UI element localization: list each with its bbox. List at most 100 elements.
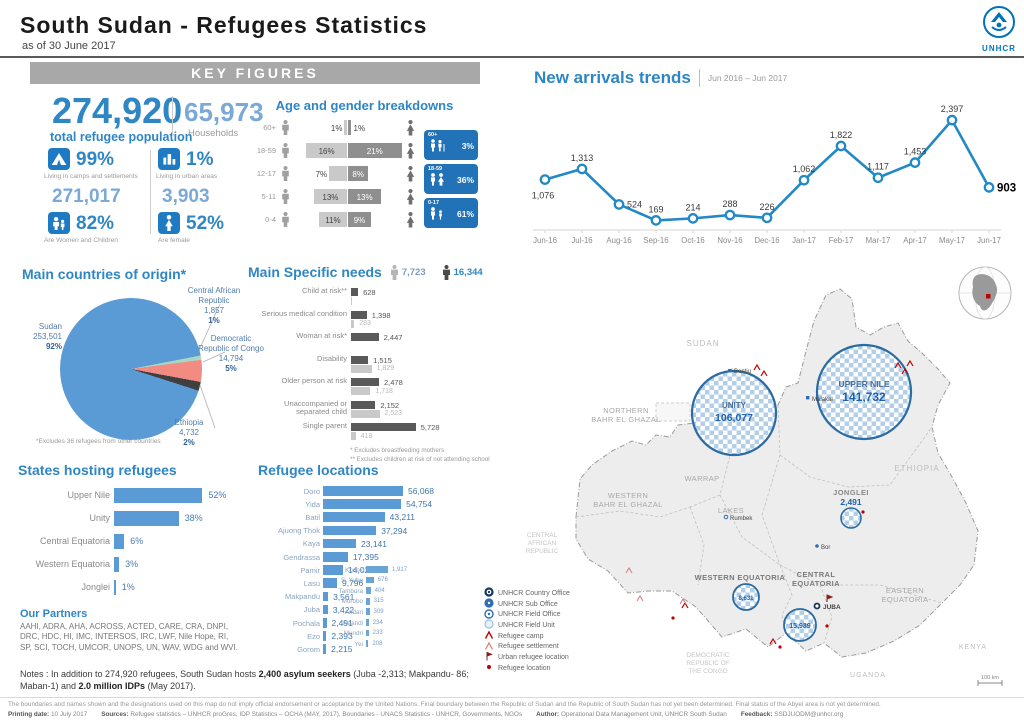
x-tick-label: Nov-16 <box>717 236 742 245</box>
point-label: 169 <box>648 204 663 214</box>
legend-label: Urban refugee location <box>498 653 569 661</box>
needs-footnotes: * Excludes breastfeeding mothers ** Excl… <box>350 446 490 465</box>
small-location-label: Mundri <box>343 630 363 638</box>
town-rumbek: Rumbek <box>723 514 753 522</box>
bubble-western-equatoria: 8,631 <box>732 583 760 611</box>
location-bar <box>323 499 402 509</box>
header-divider <box>0 56 1024 58</box>
map-legend: UNHCR Country Office UNHCR Sub Office UNHC… <box>484 587 624 674</box>
small-location-bar <box>366 619 369 626</box>
age-label: 60+ <box>263 123 276 132</box>
x-tick-label: May-17 <box>939 236 965 245</box>
label-central-equatoria: CENTRAL EQUATORIA <box>792 570 840 588</box>
legend-label: Refugee settlement <box>498 643 559 651</box>
data-point <box>724 209 736 221</box>
new-arrivals-line-chart: 1,076 Jun-16 1,313 Jul-16 524 Aug-16 169 Sep-16… <box>532 104 1016 245</box>
bubble-central-equatoria: 15,989 <box>783 608 817 642</box>
male-icon <box>281 120 290 141</box>
location-label: Gendrassa <box>283 552 320 562</box>
point-label: 288 <box>722 199 737 209</box>
bubble-upper-nile-name: UPPER NILE <box>838 379 889 389</box>
female-bar <box>348 143 402 158</box>
needs-bar-dark <box>351 310 367 319</box>
refugee-location-markers <box>671 510 865 649</box>
bubble-upper-nile: UPPER NILE 141,732 <box>815 343 913 441</box>
small-location-bar <box>366 576 374 584</box>
legend-label: UNHCR Field Office <box>498 611 561 619</box>
countries-pie-chart <box>60 298 202 440</box>
slice-pct: 2% <box>183 438 195 447</box>
label-kenya: KENYA <box>959 644 987 651</box>
slice-pct: 92% <box>45 342 62 351</box>
households-label: Households <box>188 128 239 139</box>
legend-item: Refugee location <box>484 663 624 674</box>
label-warrap: WARRAP <box>684 474 719 483</box>
location-value: 2,393 <box>331 631 353 642</box>
label-western-bahr-el-ghazal: WESTERN BAHR EL GHAZAL <box>593 491 662 509</box>
svg-text:EASTERN: EASTERN <box>886 586 924 595</box>
state-borders <box>575 404 943 644</box>
age-summary-box: 18-59 36% <box>424 164 478 194</box>
pie-label-ethiopia: Ethiopia 4,732 2% <box>158 418 220 448</box>
state-value: 3% <box>125 559 139 569</box>
settlement-icon <box>484 638 494 656</box>
data-point <box>872 172 884 184</box>
age-summary-box: 0-17 61% <box>424 198 478 228</box>
male-bar-label: 11% <box>325 216 341 225</box>
svg-text:AFRICAN: AFRICAN <box>528 540 557 547</box>
female-label: Are female <box>158 237 190 244</box>
needs-label: Older person at risk <box>281 376 347 385</box>
small-location-value: 234 <box>372 619 383 626</box>
sources: Sources: Refugee statistics – UNHCR proG… <box>101 711 523 718</box>
location-bar <box>323 644 327 654</box>
state-bar <box>114 534 125 549</box>
small-location-label: Naandi <box>343 619 363 627</box>
svg-text:CENTRAL: CENTRAL <box>527 532 558 539</box>
location-bar <box>323 552 348 562</box>
specific-needs-chart: Child at risk** 628 Serious medical condit… <box>250 286 480 446</box>
pie-label-sudan: Sudan 253,501 92% <box>8 322 62 352</box>
point-label: 903 <box>997 182 1016 194</box>
x-tick-label: Sep-16 <box>643 236 668 245</box>
small-location-label: Andari <box>344 608 363 616</box>
point-label: 226 <box>759 202 774 212</box>
needs-legend-dark-value: 16,344 <box>453 266 483 278</box>
label-eastern-equatoria: EASTERN EQUATORIA <box>881 586 928 604</box>
bubble-upper-nile-value: 141,732 <box>842 390 886 404</box>
svg-text:DEMOCRATIC: DEMOCRATIC <box>686 652 730 659</box>
female-bar-label: 1% <box>353 124 366 133</box>
x-tick-label: Dec-16 <box>754 236 779 245</box>
location-value: 56,068 <box>408 486 434 496</box>
x-tick-label: Apr-17 <box>903 236 926 245</box>
location-bar <box>323 631 327 641</box>
specific-needs-title: Main Specific needs <box>248 264 382 280</box>
refugee-settlement-markers <box>625 566 687 605</box>
specific-needs-header: Main Specific needs 7,723 16,344 <box>248 264 483 280</box>
urban-label: Living in urban areas <box>156 173 218 180</box>
female-icon <box>406 212 415 233</box>
needs-bar-light <box>351 432 356 440</box>
svg-text:Bor: Bor <box>821 545 830 551</box>
legend-item: Refugee camp <box>484 630 624 642</box>
svg-text:REPUBLIC: REPUBLIC <box>526 548 559 555</box>
needs-footnote-1: * Excludes breastfeeding mothers <box>350 447 445 454</box>
country-office-icon <box>484 584 494 602</box>
svg-text:Rumbek: Rumbek <box>730 516 753 522</box>
female-bar-label: 8% <box>352 170 364 179</box>
needs-bar-light <box>351 387 371 395</box>
divider <box>150 150 151 234</box>
legend-item: UNHCR Field Office <box>484 609 624 620</box>
data-point <box>576 163 588 175</box>
town-bentiu: Bentiu <box>728 369 751 375</box>
small-location-value: 315 <box>373 598 384 605</box>
slice-name: Sudan <box>38 322 62 331</box>
buildings-icon <box>158 148 180 170</box>
field-office-icon <box>484 606 494 624</box>
summary-pct: 3% <box>461 141 474 151</box>
states-title: States hosting refugees <box>18 462 177 478</box>
state-value: 38% <box>184 513 203 523</box>
abyei-area <box>655 402 691 422</box>
small-location-value: 208 <box>372 640 383 647</box>
svg-text:EQUATORIA: EQUATORIA <box>881 595 928 604</box>
male-icon <box>281 212 290 233</box>
